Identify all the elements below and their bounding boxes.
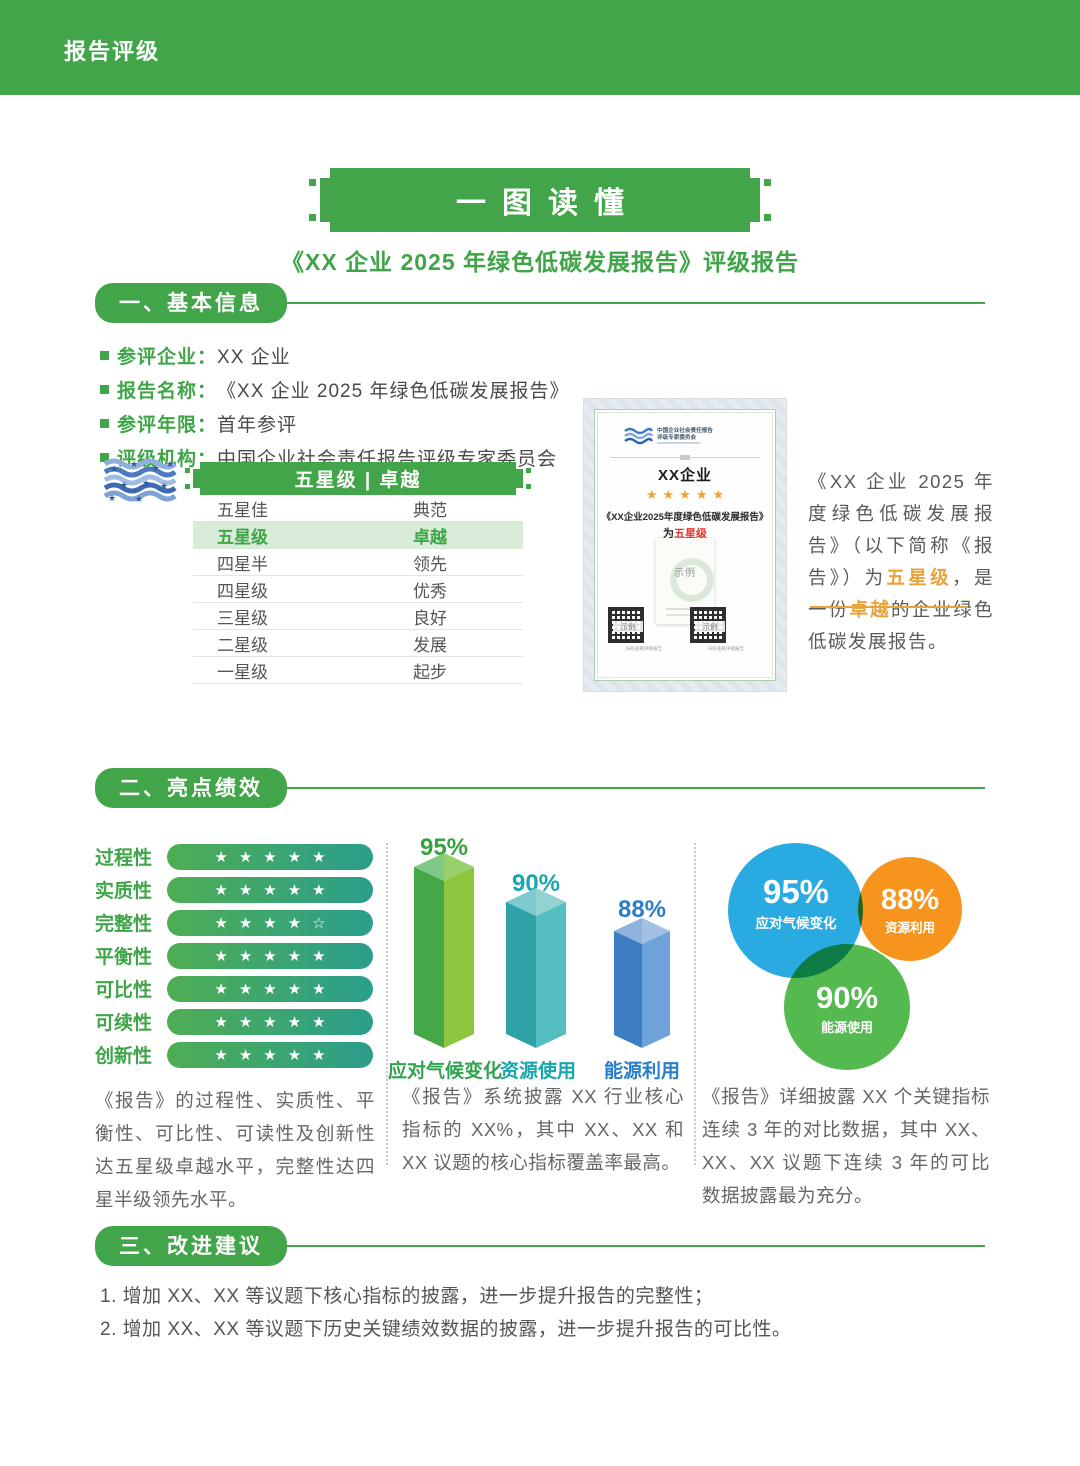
svg-text:★: ★ [110, 464, 118, 474]
certificate-rating: 为五星级 [663, 528, 707, 540]
table-row: 二星级 发展 [193, 630, 523, 657]
star-bar: ★★★★★ [167, 1008, 373, 1035]
qr-code-icon: 示例 [690, 607, 726, 643]
table-row: 三星级 良好 [193, 603, 523, 630]
list-item: 参评企业： XX 企业 [100, 338, 569, 372]
bullet-square-icon [100, 384, 109, 394]
list-item: 参评年限： 首年参评 [100, 406, 569, 440]
star-bar: ★★★★★ [167, 1041, 373, 1068]
bullet-square-icon [100, 452, 109, 462]
bullet-square-icon [100, 350, 109, 360]
star-bar: ★★★★★ [167, 876, 373, 903]
star-rating-row: 过程性 ★★★★★ [95, 840, 373, 873]
table-row: 四星级 优秀 [193, 576, 523, 603]
certificate-inner: 中国企业社会责任报告 评级专家委员会 XX企业 ★★★★★ 《XX企业2025年… [594, 409, 776, 681]
star-rating-row: 可续性 ★★★★★ [95, 1005, 373, 1038]
venn-circle-energy [784, 944, 910, 1070]
star-rating-row: 可比性 ★★★★★ [95, 972, 373, 1005]
section-divider-line [283, 302, 985, 304]
section-suggestions-header: 三、改进建议 [95, 1226, 985, 1266]
bar-3d-climate [414, 853, 474, 1048]
suggestion-item: 1. 增加 XX、XX 等议题下核心指标的披露，进一步提升报告的完整性； [100, 1286, 714, 1307]
certificate-report-title: 《XX企业2025年度绿色低碳发展报告》 [601, 512, 769, 523]
report-subtitle: 《XX 企业 2025 年绿色低碳发展报告》评级报告 [280, 249, 800, 275]
section-basic-info-header: 一、基本信息 [95, 283, 985, 323]
svg-text:★: ★ [108, 493, 116, 503]
certificate-qr-row: 示例 扫码查看评级报告 示例 扫码查看评级报告 [595, 607, 775, 658]
flag-waves-icon: ★ ★ ★ ★ ★ ★ ★ ★ ★ [103, 458, 177, 504]
section-highlights-header: 二、亮点绩效 [95, 768, 985, 808]
star-rating-row: 平衡性 ★★★★★ [95, 939, 373, 972]
star-rating-row: 完整性 ★★★★☆ [95, 906, 373, 939]
svg-text:★: ★ [130, 459, 138, 469]
table-row: 五星佳 典范 [193, 495, 523, 522]
dotted-divider [386, 843, 388, 1165]
section-suggestions-pill: 三、改进建议 [95, 1226, 287, 1266]
svg-text:★: ★ [152, 463, 160, 473]
caption-bar-chart: 《报告》系统披露 XX 行业核心指标的 XX%，其中 XX、XX 和 XX 议题… [402, 1086, 684, 1173]
star-bar: ★★★★☆ [167, 909, 373, 936]
svg-text:★: ★ [135, 494, 143, 504]
page-title: 报告评级 [64, 39, 161, 64]
bar-axis-label: 资源使用 [499, 1061, 576, 1082]
caption-star-ratings: 《报告》的过程性、实质性、平衡性、可比性、可读性及创新性达五星级卓越水平，完整性… [95, 1090, 375, 1210]
rating-scale-header: 五星级 | 卓越 [185, 462, 531, 495]
bar-chart: 95% 90% 88% 应对气候变化 资源使用 能源利用 [388, 818, 692, 1108]
certificate-card: 中国企业社会责任报告 评级专家委员会 XX企业 ★★★★★ 《XX企业2025年… [583, 398, 787, 692]
bullet-square-icon [100, 418, 109, 428]
suggestions-list: 1. 增加 XX、XX 等议题下核心指标的披露，进一步提升报告的完整性； 2. … [100, 1280, 980, 1346]
star-bar: ★★★★★ [167, 843, 373, 870]
suggestion-item: 2. 增加 XX、XX 等议题下历史关键绩效数据的披露，进一步提升报告的可比性。 [100, 1319, 792, 1340]
certificate-stars: ★★★★★ [645, 487, 730, 502]
star-bar: ★★★★★ [167, 975, 373, 1002]
bar-axis-label: 能源利用 [603, 1061, 680, 1082]
dotted-divider [694, 843, 696, 1165]
rating-scale-table: 五星级 | 卓越 五星佳 典范 五星级 卓越 四星半 领先 四星级 优秀 三星级 良好 二… [185, 462, 531, 684]
committee-logo-icon [624, 427, 653, 444]
section-basic-info-pill: 一、基本信息 [95, 283, 287, 323]
table-row: 四星半 领先 [193, 549, 523, 576]
section-highlights-pill: 二、亮点绩效 [95, 768, 287, 808]
section-divider-line [283, 787, 985, 789]
section-divider-line [283, 1245, 985, 1247]
qr-code-icon: 示例 [607, 607, 644, 643]
bar-axis-label: 应对气候变化 [388, 1061, 503, 1082]
table-row: 一星级 起步 [193, 657, 523, 684]
rating-summary-text: 《XX 企业 2025 年度绿色低碳发展报告》（以下简称《报告》）为五星级，是一… [808, 471, 994, 652]
qr-block: 示例 扫码查看评级报告 [690, 607, 762, 658]
top-bar: 报告评级 [0, 0, 1080, 95]
main-banner-title: 一图读懂 [320, 168, 760, 232]
svg-text:★: ★ [166, 459, 174, 469]
qr-block: 示例 扫码查看评级报告 [607, 607, 680, 658]
svg-text:★: ★ [120, 480, 128, 490]
bar-3d-resource [506, 888, 566, 1048]
star-rating-row: 实质性 ★★★★★ [95, 873, 373, 906]
venn-label-energy: 90% 能源使用 [815, 980, 879, 1035]
svg-text:★: ★ [160, 481, 168, 491]
venn-diagram: 95% 应对气候变化 88% 资源利用 90% 能源使用 [700, 820, 992, 1080]
main-banner: 一图读懂 [309, 168, 771, 232]
star-rating-row: 创新性 ★★★★★ [95, 1038, 373, 1071]
table-row-highlighted: 五星级 卓越 [193, 522, 523, 549]
venn-label-resource: 88% 资源利用 [880, 884, 940, 936]
svg-text:★: ★ [142, 478, 150, 488]
summary-underline [810, 606, 968, 608]
basic-info-list: 参评企业： XX 企业 报告名称： 《XX 企业 2025 年绿色低碳发展报告》 参… [100, 338, 569, 474]
venn-label-climate: 95% 应对气候变化 [755, 873, 837, 931]
star-rating-list: 过程性 ★★★★★ 实质性 ★★★★★ 完整性 ★★★★☆ 平衡性 ★★★★★ 可比性 ★… [95, 840, 373, 1071]
list-item: 报告名称： 《XX 企业 2025 年绿色低碳发展报告》 [100, 372, 569, 406]
bar-3d-energy [614, 918, 670, 1048]
star-bar: ★★★★★ [167, 942, 373, 969]
caption-venn: 《报告》详细披露 XX 个关键指标连续 3 年的对比数据，其中 XX、XX、XX… [702, 1086, 990, 1206]
venn-circle-resource [858, 857, 962, 961]
committee-name: 中国企业社会责任报告 评级专家委员会 [656, 427, 713, 444]
certificate-company: XX企业 [657, 467, 712, 484]
certificate-divider [610, 455, 760, 460]
committee-name-en [656, 442, 701, 444]
